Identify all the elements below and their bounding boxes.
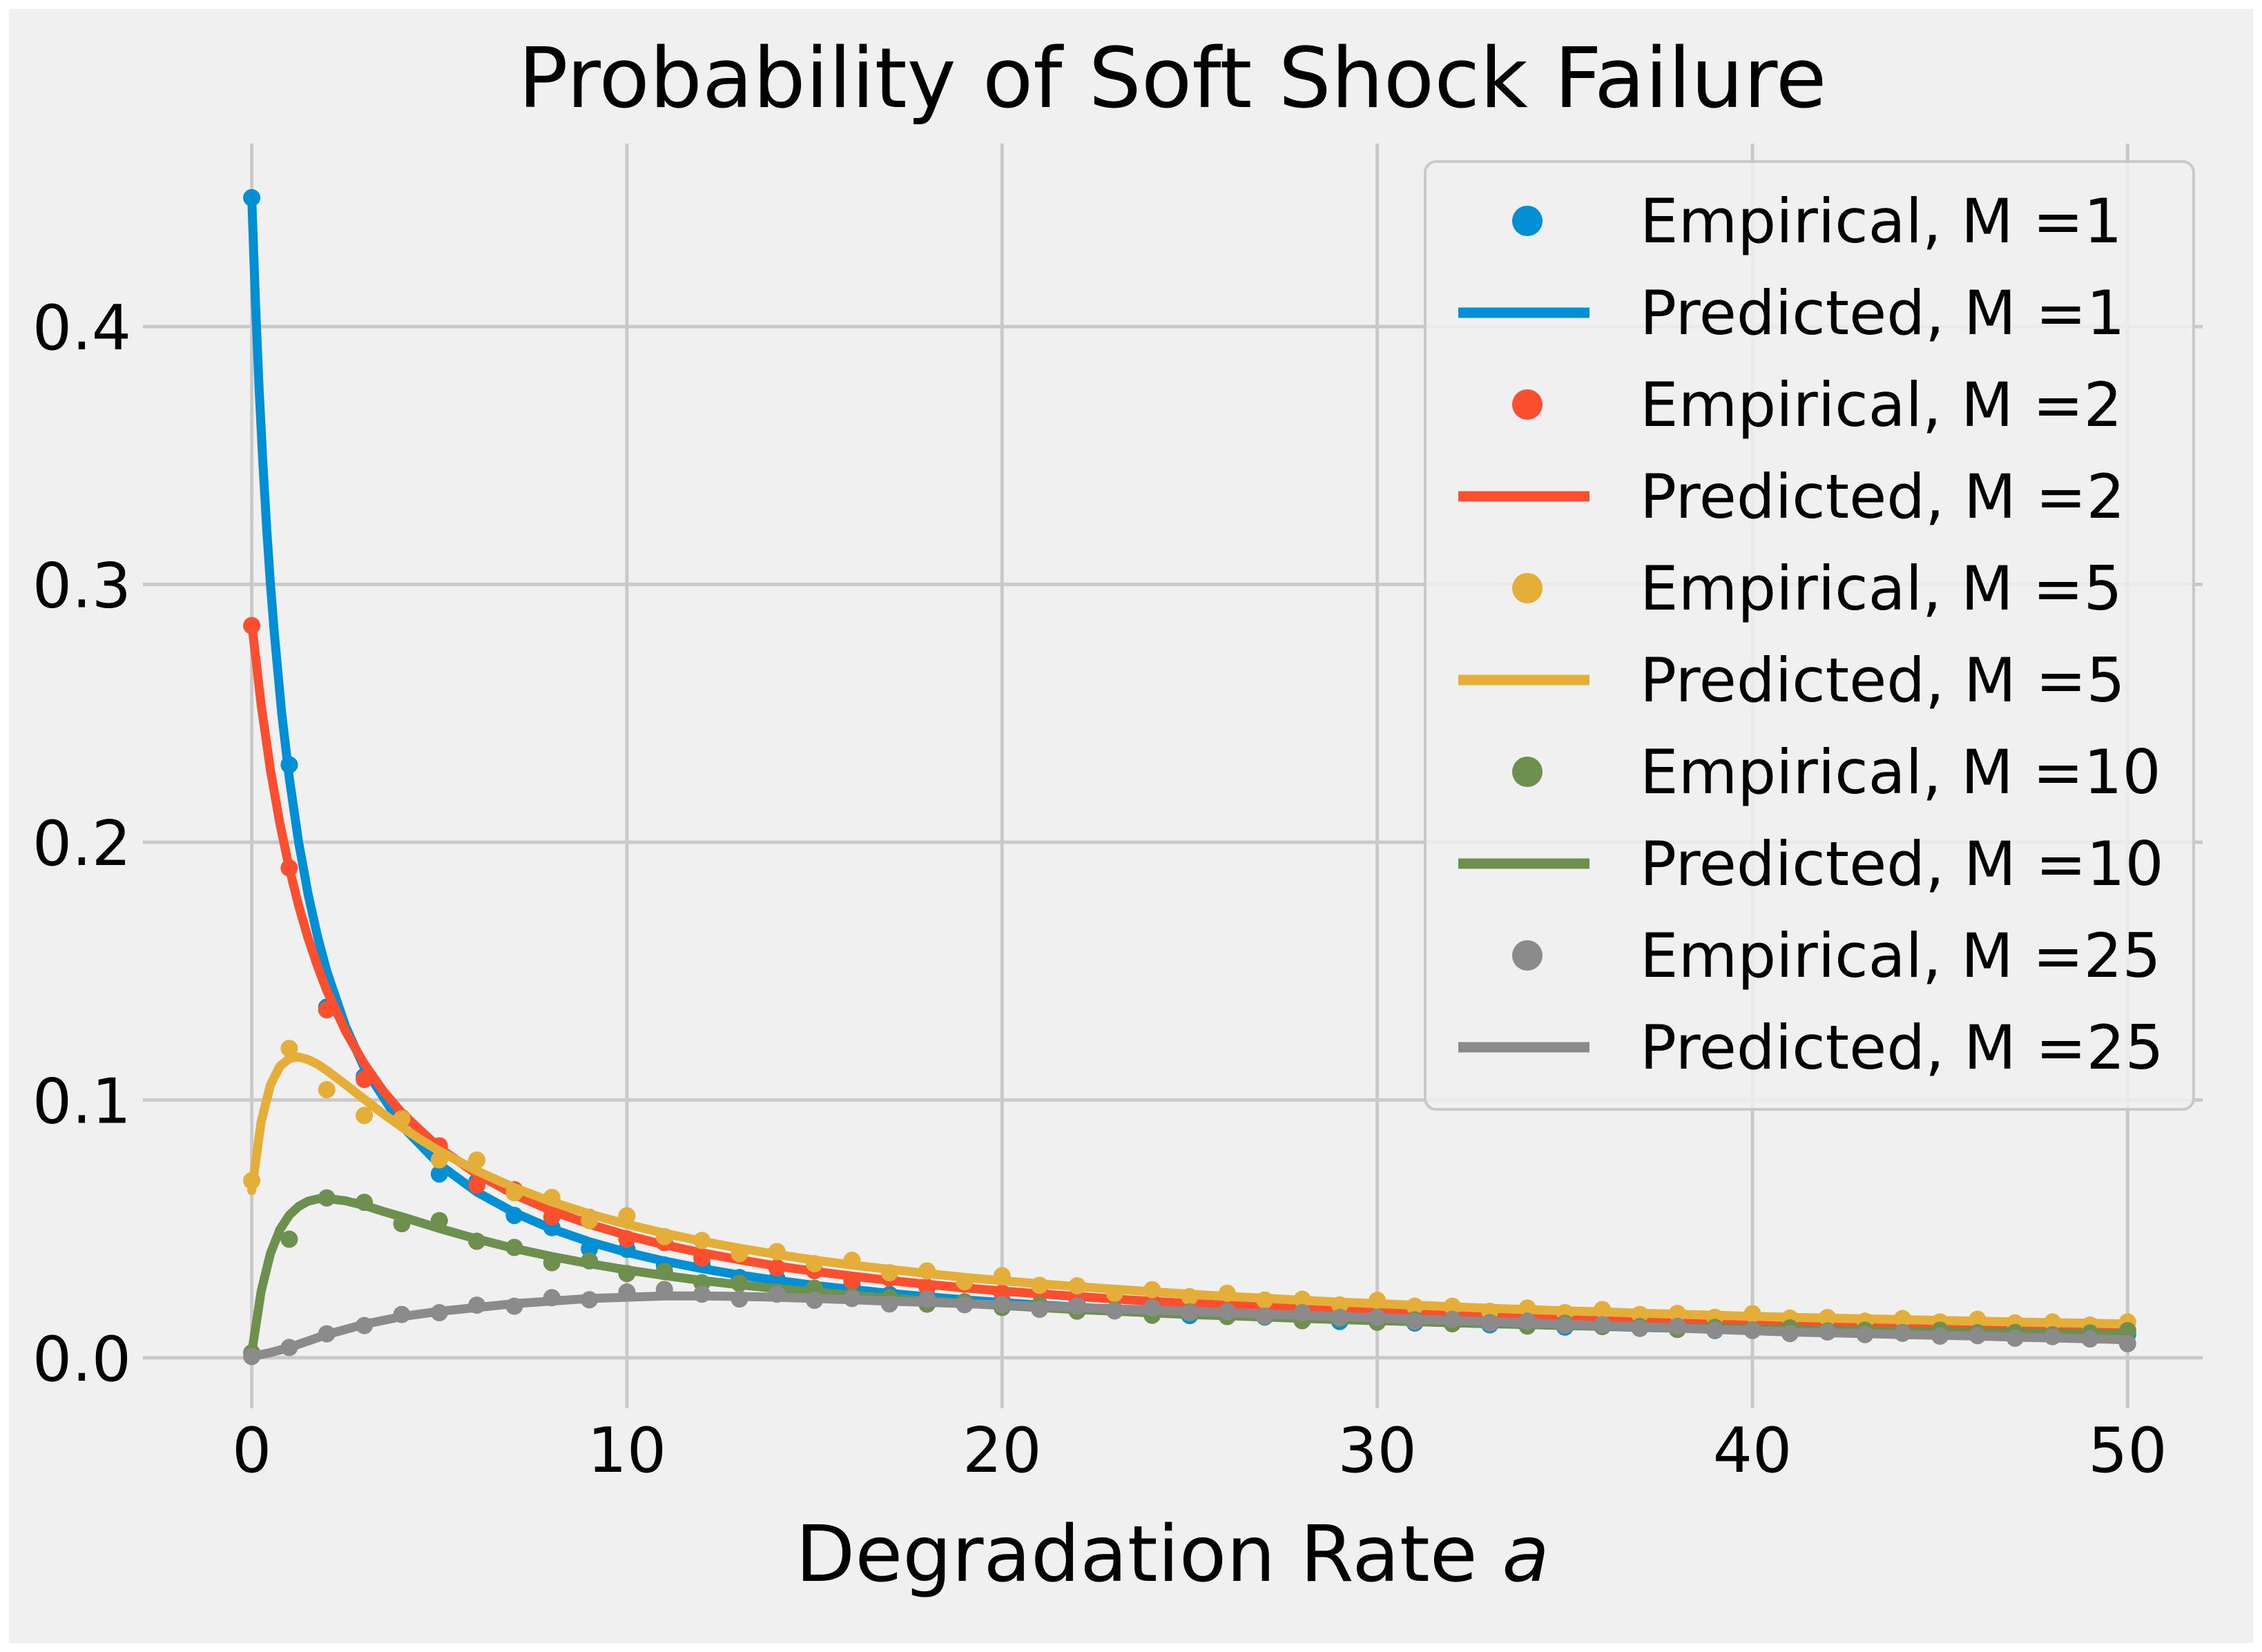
legend-dot-marker — [1512, 389, 1543, 420]
legend-label: Empirical, M =2 — [1640, 369, 2123, 440]
x-tick-label: 40 — [1713, 1415, 1792, 1487]
data-point — [280, 1040, 298, 1058]
legend-entry: Empirical, M =1 — [1512, 186, 2123, 257]
legend-dot-marker — [1512, 573, 1543, 603]
y-tick-label: 0.1 — [32, 1065, 131, 1138]
chart-title: Probability of Soft Shock Failure — [518, 31, 1826, 127]
y-tick-label: 0.2 — [32, 808, 131, 880]
series-layer — [243, 188, 2136, 1366]
x-tick-label: 0 — [232, 1415, 271, 1487]
legend-label: Empirical, M =10 — [1640, 737, 2161, 808]
legend-entry: Empirical, M =10 — [1512, 737, 2161, 808]
data-point — [356, 1107, 374, 1125]
legend-label: Predicted, M =1 — [1640, 278, 2125, 349]
legend-label: Empirical, M =1 — [1640, 186, 2123, 257]
legend-layer: Empirical, M =1 Predicted, M =1 Empirical,… — [1424, 160, 2195, 1111]
legend-entry: Predicted, M =10 — [1458, 828, 2164, 900]
x-axis-label: Degradation Rate a — [795, 1510, 1549, 1600]
legend-entry: Predicted, M =5 — [1458, 645, 2125, 716]
legend-label: Predicted, M =2 — [1640, 461, 2125, 532]
legend-entry: Predicted, M =2 — [1458, 461, 2125, 532]
legend-entry: Predicted, M =25 — [1458, 1012, 2164, 1083]
legend-label: Predicted, M =5 — [1640, 645, 2125, 716]
prediction-line — [247, 1052, 2132, 1329]
legend-entry: Empirical, M =25 — [1512, 920, 2161, 991]
legend-entry: Predicted, M =1 — [1458, 278, 2125, 349]
legend-entry: Empirical, M =5 — [1512, 553, 2123, 624]
figure-background: 0.0 0.1 0.2 0.3 0.4 0 10 20 30 40 50 Empirical, M … — [9, 9, 2253, 1643]
y-tick-label: 0.3 — [32, 550, 131, 623]
x-tick-label: 10 — [588, 1415, 667, 1487]
legend-dot-marker — [1512, 757, 1543, 787]
tick-layer: 0.0 0.1 0.2 0.3 0.4 0 10 20 30 40 50 — [32, 292, 2167, 1487]
legend-label: Empirical, M =5 — [1640, 553, 2123, 624]
data-point — [280, 1230, 298, 1248]
prediction-line — [247, 1291, 2132, 1361]
x-tick-label: 20 — [963, 1415, 1042, 1487]
data-point — [318, 1080, 336, 1098]
chart-canvas: 0.0 0.1 0.2 0.3 0.4 0 10 20 30 40 50 Empirical, M … — [32, 31, 2203, 1600]
legend-entry: Empirical, M =2 — [1512, 369, 2123, 440]
x-tick-label: 50 — [2088, 1415, 2167, 1487]
legend-label: Predicted, M =25 — [1640, 1012, 2164, 1083]
y-tick-label: 0.4 — [32, 292, 131, 365]
legend-box — [1424, 160, 2195, 1111]
y-tick-label: 0.0 — [32, 1323, 131, 1396]
legend-dot-marker — [1512, 206, 1543, 236]
x-axis-label-variable: a — [1502, 1510, 1549, 1600]
x-axis-label-text: Degradation Rate — [795, 1510, 1502, 1600]
x-tick-label: 30 — [1337, 1415, 1417, 1487]
legend-label: Empirical, M =25 — [1640, 920, 2161, 991]
legend-dot-marker — [1512, 940, 1543, 971]
legend-label: Predicted, M =10 — [1640, 828, 2164, 900]
